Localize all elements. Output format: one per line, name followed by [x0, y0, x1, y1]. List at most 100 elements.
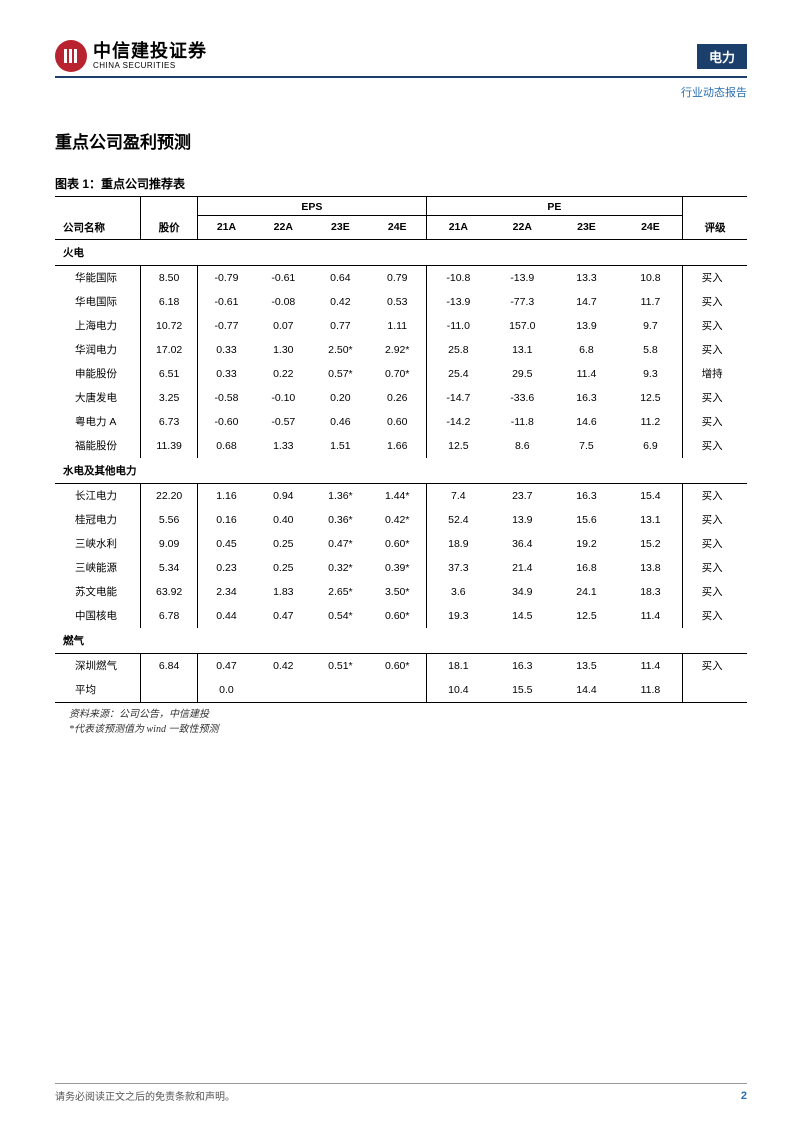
cell: 买入 — [683, 265, 747, 290]
cell — [683, 678, 747, 703]
cell: 6.78 — [141, 604, 198, 628]
cell: 1.44* — [369, 483, 426, 508]
report-type: 行业动态报告 — [55, 84, 747, 100]
cell: 36.4 — [490, 532, 554, 556]
cell: 0.36* — [312, 508, 369, 532]
cell: -14.7 — [426, 386, 490, 410]
cell: 0.0 — [198, 678, 255, 703]
cell: 0.44 — [198, 604, 255, 628]
cell: 1.30 — [255, 338, 312, 362]
col-pe-2: 23E — [554, 216, 618, 240]
cell: 19.3 — [426, 604, 490, 628]
cell: 0.16 — [198, 508, 255, 532]
cell: 1.66 — [369, 434, 426, 458]
cell: 12.5 — [554, 604, 618, 628]
cell: -14.2 — [426, 410, 490, 434]
cell: 华电国际 — [55, 290, 141, 314]
sector-badge: 电力 — [697, 44, 747, 69]
cell: 0.60* — [369, 604, 426, 628]
cell: 0.33 — [198, 362, 255, 386]
cell: 11.4 — [619, 604, 683, 628]
cell: 买入 — [683, 434, 747, 458]
table-row: 华能国际8.50-0.79-0.610.640.79-10.8-13.913.3… — [55, 265, 747, 290]
cell: 10.72 — [141, 314, 198, 338]
cell: 买入 — [683, 483, 747, 508]
col-group-eps: EPS — [198, 197, 426, 216]
cell: -0.58 — [198, 386, 255, 410]
cell: 13.1 — [619, 508, 683, 532]
table-row: 福能股份11.390.681.331.511.6612.58.67.56.9买入 — [55, 434, 747, 458]
cell: 买入 — [683, 580, 747, 604]
cell: 15.4 — [619, 483, 683, 508]
cell: 0.39* — [369, 556, 426, 580]
cell: 大唐发电 — [55, 386, 141, 410]
cell: 买入 — [683, 604, 747, 628]
table-caption: 图表 1：重点公司推荐表 — [55, 175, 747, 192]
cell: 上海电力 — [55, 314, 141, 338]
cell: 买入 — [683, 410, 747, 434]
cell: 13.1 — [490, 338, 554, 362]
cell: -0.08 — [255, 290, 312, 314]
cell: 5.56 — [141, 508, 198, 532]
cell: 7.4 — [426, 483, 490, 508]
col-group-pe: PE — [426, 197, 683, 216]
table-row: 桂冠电力5.560.160.400.36*0.42*52.413.915.613… — [55, 508, 747, 532]
table-row: 华润电力17.020.331.302.50*2.92*25.813.16.85.… — [55, 338, 747, 362]
cell: -0.79 — [198, 265, 255, 290]
cell: 13.5 — [554, 653, 618, 678]
cell: 桂冠电力 — [55, 508, 141, 532]
cell: 0.20 — [312, 386, 369, 410]
cell: 11.4 — [554, 362, 618, 386]
cell: -0.77 — [198, 314, 255, 338]
cell — [312, 678, 369, 703]
cell: 增持 — [683, 362, 747, 386]
cell: 0.25 — [255, 556, 312, 580]
cell: 0.42* — [369, 508, 426, 532]
cell: 0.77 — [312, 314, 369, 338]
cell: -0.57 — [255, 410, 312, 434]
cell: 0.70* — [369, 362, 426, 386]
cell: 157.0 — [490, 314, 554, 338]
cell: 24.1 — [554, 580, 618, 604]
page-title: 重点公司盈利预测 — [55, 128, 747, 153]
table-head: EPS PE 公司名称 股价 21A 22A 23E 24E 21A 22A 2… — [55, 197, 747, 240]
logo-text-cn: 中信建投证券 — [93, 42, 207, 60]
section-row: 火电 — [55, 239, 747, 265]
cell: 13.3 — [554, 265, 618, 290]
table-row: 苏文电能63.922.341.832.65*3.50*3.634.924.118… — [55, 580, 747, 604]
cell: 3.25 — [141, 386, 198, 410]
cell: 0.51* — [312, 653, 369, 678]
note-asterisk: *代表该预测值为 wind 一致性预测 — [69, 722, 747, 737]
cell: -11.0 — [426, 314, 490, 338]
cell: 17.02 — [141, 338, 198, 362]
col-eps-3: 24E — [369, 216, 426, 240]
cell: 1.51 — [312, 434, 369, 458]
table-row: 三峡水利9.090.450.250.47*0.60*18.936.419.215… — [55, 532, 747, 556]
cell: 0.53 — [369, 290, 426, 314]
cell: 14.5 — [490, 604, 554, 628]
cell: 5.8 — [619, 338, 683, 362]
col-pe-1: 22A — [490, 216, 554, 240]
cell: -33.6 — [490, 386, 554, 410]
cell: 22.20 — [141, 483, 198, 508]
cell: 15.2 — [619, 532, 683, 556]
cell: 三峡能源 — [55, 556, 141, 580]
col-name: 公司名称 — [55, 216, 141, 240]
cell: 11.4 — [619, 653, 683, 678]
cell: 0.40 — [255, 508, 312, 532]
col-eps-2: 23E — [312, 216, 369, 240]
page-header: 中信建投证券 CHINA SECURITIES 电力 — [55, 40, 747, 78]
cell: 0.42 — [312, 290, 369, 314]
cell: 0.94 — [255, 483, 312, 508]
cell: 6.8 — [554, 338, 618, 362]
cell: 0.32* — [312, 556, 369, 580]
page-footer: 请务必阅读正文之后的免责条款和声明。 2 — [55, 1083, 747, 1103]
note-source: 资料来源：公司公告，中信建投 — [69, 707, 747, 722]
cell: 买入 — [683, 314, 747, 338]
cell: -0.61 — [198, 290, 255, 314]
cell: 6.9 — [619, 434, 683, 458]
cell: 买入 — [683, 386, 747, 410]
cell: 0.45 — [198, 532, 255, 556]
earnings-table: EPS PE 公司名称 股价 21A 22A 23E 24E 21A 22A 2… — [55, 196, 747, 703]
cell: -13.9 — [426, 290, 490, 314]
